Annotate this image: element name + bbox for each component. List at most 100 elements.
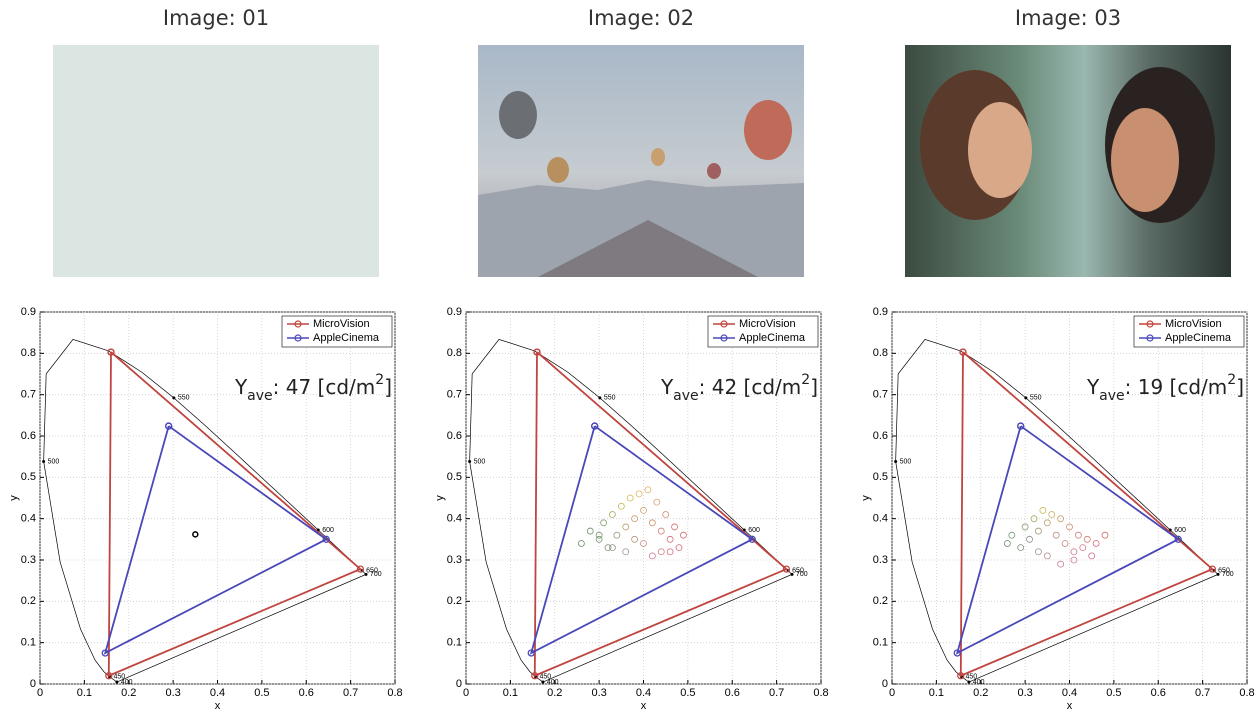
y-tick-label: 0.7 bbox=[21, 389, 36, 401]
wavelength-label: 550 bbox=[604, 395, 616, 402]
y-tick-label: 0.9 bbox=[447, 306, 462, 318]
wavelength-dot bbox=[468, 460, 471, 463]
y-tick-label: 0.8 bbox=[447, 347, 462, 359]
y-tick-label: 0.6 bbox=[447, 430, 462, 442]
x-tick-label: 0.7 bbox=[1195, 687, 1210, 699]
legend-label: MicroVision bbox=[1165, 318, 1222, 330]
legend-label: MicroVision bbox=[739, 318, 796, 330]
x-tick-label: 0 bbox=[889, 687, 895, 699]
wavelength-dot bbox=[1024, 396, 1027, 399]
y-tick-label: 0.1 bbox=[447, 637, 462, 649]
x-tick-label: 0.2 bbox=[973, 687, 988, 699]
annotation-part: ] bbox=[1236, 375, 1244, 399]
y-tick-label: 0.9 bbox=[873, 306, 888, 318]
x-tick-label: 0.1 bbox=[929, 687, 944, 699]
y-tick-label: 0.4 bbox=[21, 513, 36, 525]
annotation-part: 2 bbox=[801, 372, 810, 388]
x-tick-label: 0.3 bbox=[591, 687, 606, 699]
wavelength-label: 700 bbox=[1222, 571, 1234, 578]
charts: 0 0.1 0.2 0.3 0.4 0.5 0.6 0.7 0.8 0 0.1 0.2 0.3 0.4 0.… bbox=[0, 0, 1256, 715]
wavelength-label: 500 bbox=[900, 458, 912, 465]
x-tick-label: 0.4 bbox=[636, 687, 651, 699]
x-tick-label: 0.3 bbox=[165, 687, 180, 699]
x-tick-label: 0.4 bbox=[210, 687, 225, 699]
wavelength-label: 600 bbox=[748, 527, 760, 534]
annotation-part: ave bbox=[673, 388, 698, 404]
y-tick-label: 0.3 bbox=[447, 554, 462, 566]
x-tick-label: 0.5 bbox=[1106, 687, 1121, 699]
annotation-part: 2 bbox=[375, 372, 384, 388]
wavelength-label: 450 bbox=[113, 674, 125, 681]
x-tick-label: 0.8 bbox=[387, 687, 402, 699]
y-tick-label: 0.3 bbox=[21, 554, 36, 566]
wavelength-label: 600 bbox=[322, 527, 334, 534]
y-tick-label: 0.5 bbox=[873, 471, 888, 483]
annotation-part: ] bbox=[810, 375, 818, 399]
y-tick-label: 0 bbox=[882, 678, 888, 690]
x-tick-label: 0.7 bbox=[769, 687, 784, 699]
y-tick-label: 0.1 bbox=[873, 637, 888, 649]
annotation-part: Y bbox=[1086, 375, 1100, 399]
legend-label: AppleCinema bbox=[739, 332, 806, 344]
wavelength-dot bbox=[541, 681, 544, 684]
y-tick-label: 0.8 bbox=[873, 347, 888, 359]
annotation-part: ] bbox=[384, 375, 392, 399]
annotation-part: : 47 [cd/m bbox=[273, 375, 376, 399]
x-tick-label: 0.5 bbox=[254, 687, 269, 699]
wavelength-dot bbox=[894, 460, 897, 463]
legend-label: AppleCinema bbox=[1165, 332, 1232, 344]
y-tick-label: 0.4 bbox=[447, 513, 462, 525]
x-tick-label: 0.2 bbox=[547, 687, 562, 699]
x-tick-label: 0.3 bbox=[1017, 687, 1032, 699]
wavelength-dot bbox=[1217, 573, 1220, 576]
wavelength-dot bbox=[172, 396, 175, 399]
y-axis-label: y bbox=[434, 495, 446, 501]
wavelength-label: 450 bbox=[965, 674, 977, 681]
y-tick-label: 0.9 bbox=[21, 306, 36, 318]
annotation-part: Y bbox=[234, 375, 248, 399]
x-axis-label: x bbox=[641, 700, 647, 712]
y-tick-label: 0 bbox=[30, 678, 36, 690]
y-tick-label: 0.5 bbox=[447, 471, 462, 483]
legend-label: AppleCinema bbox=[313, 332, 380, 344]
y-tick-label: 0.1 bbox=[21, 637, 36, 649]
x-axis-label: x bbox=[215, 700, 221, 712]
x-tick-label: 0.6 bbox=[725, 687, 740, 699]
x-tick-label: 0.6 bbox=[1151, 687, 1166, 699]
wavelength-dot bbox=[967, 681, 970, 684]
annotation-part: Y bbox=[660, 375, 674, 399]
y-tick-label: 0.8 bbox=[21, 347, 36, 359]
x-tick-label: 0.5 bbox=[680, 687, 695, 699]
legend-label: MicroVision bbox=[313, 318, 370, 330]
wavelength-label: 500 bbox=[474, 458, 486, 465]
y-tick-label: 0.2 bbox=[873, 595, 888, 607]
wavelength-dot bbox=[115, 681, 118, 684]
y-axis-label: y bbox=[8, 495, 20, 501]
wavelength-label: 550 bbox=[178, 395, 190, 402]
wavelength-dot bbox=[365, 573, 368, 576]
annotation-part: ave bbox=[1099, 388, 1124, 404]
x-tick-label: 0 bbox=[37, 687, 43, 699]
y-tick-label: 0.4 bbox=[873, 513, 888, 525]
wavelength-label: 450 bbox=[539, 674, 551, 681]
y-tick-label: 0.3 bbox=[873, 554, 888, 566]
y-tick-label: 0.7 bbox=[873, 389, 888, 401]
x-tick-label: 0.2 bbox=[121, 687, 136, 699]
annotation-part: ave bbox=[247, 388, 272, 404]
wavelength-label: 700 bbox=[796, 571, 808, 578]
x-tick-label: 0 bbox=[463, 687, 469, 699]
x-tick-label: 0.4 bbox=[1062, 687, 1077, 699]
y-tick-label: 0 bbox=[456, 678, 462, 690]
wavelength-dot bbox=[42, 460, 45, 463]
wavelength-dot bbox=[598, 396, 601, 399]
y-tick-label: 0.2 bbox=[447, 595, 462, 607]
x-axis-label: x bbox=[1067, 700, 1073, 712]
x-tick-label: 0.7 bbox=[343, 687, 358, 699]
page: Image: 01 Image: 02 Image: 03 00.10.20.3… bbox=[0, 0, 1256, 715]
y-tick-label: 0.7 bbox=[447, 389, 462, 401]
x-tick-label: 0.8 bbox=[1239, 687, 1254, 699]
y-tick-label: 0.5 bbox=[21, 471, 36, 483]
x-tick-label: 0.1 bbox=[77, 687, 92, 699]
x-tick-label: 0.8 bbox=[813, 687, 828, 699]
y-axis-label: y bbox=[860, 495, 872, 501]
